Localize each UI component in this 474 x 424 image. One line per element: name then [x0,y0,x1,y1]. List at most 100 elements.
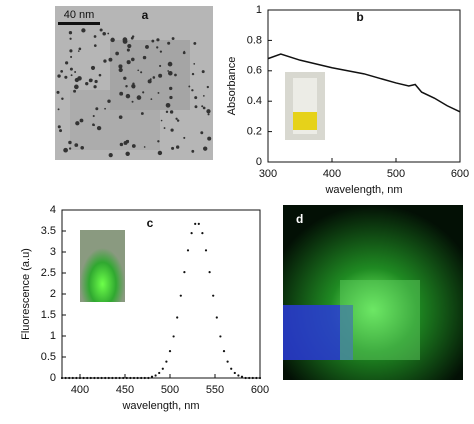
x-tick-label: 550 [206,384,224,396]
particle [115,51,119,56]
y-axis-label: Absorbance [226,57,238,116]
particle [59,129,63,133]
data-point [258,376,262,380]
particle [165,110,169,114]
data-point [64,376,67,380]
particle [157,91,160,94]
particle [201,105,204,108]
data-point [230,367,233,370]
particle [183,136,186,139]
particle [70,74,73,77]
data-point [107,376,110,380]
data-point [212,294,215,297]
particle [207,113,210,116]
particle [207,136,212,141]
particle [95,107,99,111]
particle [157,150,163,156]
particle [70,55,73,58]
panel-label: b [356,10,363,24]
particle [142,91,145,94]
particle [74,143,79,147]
y-tick-label: 1.5 [41,309,56,321]
fluorescence-photo: d [283,205,463,380]
particle [64,75,68,79]
particle [188,85,191,88]
particle [57,74,61,78]
particle [157,140,160,143]
particle [191,149,195,153]
x-tick-label: 400 [323,168,341,180]
data-point [244,376,247,380]
data-point [114,376,118,380]
particle [125,151,130,157]
particle [159,50,163,53]
particle [151,39,155,43]
particle [167,41,171,45]
data-point [248,376,251,380]
particle [175,117,178,120]
particle [194,96,198,100]
particle [79,118,84,123]
particle [69,37,72,40]
particle [158,73,163,78]
data-point [129,376,132,380]
y-tick-label: 1 [256,4,262,16]
data-point [237,374,240,377]
y-tick-label: 0.2 [247,126,262,138]
data-point [140,376,143,380]
particle [171,146,175,150]
data-point [194,222,197,225]
data-point [82,376,85,380]
data-point [172,335,175,338]
x-tick-label: 500 [161,384,179,396]
particle [92,114,95,118]
particle [68,147,72,150]
particle [80,146,85,150]
particle [193,41,197,45]
tem-image: 40 nm a [55,6,213,160]
particle [191,72,195,76]
y-tick-label: 2 [50,288,56,300]
particle [159,64,162,68]
data-point [190,232,193,235]
particle [156,38,160,42]
data-point [122,376,125,380]
x-tick-label: 300 [259,168,277,180]
particle [137,69,140,72]
particle [140,71,143,74]
particle [201,70,205,74]
particle [168,70,173,76]
particle [91,79,93,81]
y-tick-label: 0.6 [247,65,262,77]
data-point [201,232,204,235]
particle [143,146,146,148]
particle [75,121,80,126]
x-tick-label: 600 [451,168,469,180]
particle [68,31,73,35]
data-point [186,249,190,252]
data-point [125,376,128,380]
y-tick-label: 2.5 [41,267,56,279]
data-point [251,376,254,380]
particle [93,85,97,89]
x-axis-label: wavelength, nm [121,400,199,412]
data-point [208,271,211,274]
data-point [179,294,182,297]
particle [99,28,103,32]
data-point [154,374,157,377]
data-point [78,376,82,380]
particle [169,95,173,100]
particle [92,123,95,126]
particle [163,127,166,129]
particle [131,100,134,103]
data-point [226,360,229,363]
particle [118,67,123,73]
data-point [89,376,92,380]
data-point [68,376,71,380]
particle [110,37,115,43]
particle [96,125,102,131]
particle [147,79,152,84]
data-point [219,335,222,338]
particle [167,70,170,72]
